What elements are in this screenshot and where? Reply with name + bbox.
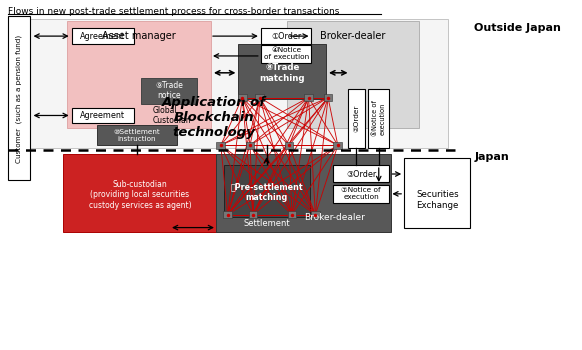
FancyBboxPatch shape xyxy=(368,89,389,148)
Bar xyxy=(223,211,232,218)
Text: ⑩Settlement
instruction: ⑩Settlement instruction xyxy=(113,129,160,142)
Bar xyxy=(217,142,225,149)
Text: Application of
Blockchain
technology: Application of Blockchain technology xyxy=(162,96,266,139)
Text: ⑨Trade
notice: ⑨Trade notice xyxy=(155,81,183,100)
FancyBboxPatch shape xyxy=(333,185,389,203)
Text: ⓐPre-settlement
matching: ⓐPre-settlement matching xyxy=(230,182,303,202)
FancyBboxPatch shape xyxy=(19,19,448,148)
Text: Flows in new post-trade settlement process for cross-border transactions: Flows in new post-trade settlement proce… xyxy=(8,7,339,16)
Bar xyxy=(246,142,254,149)
FancyBboxPatch shape xyxy=(239,44,326,99)
FancyBboxPatch shape xyxy=(72,28,134,44)
Text: ②Order: ②Order xyxy=(353,105,359,132)
Text: Customer  (such as a pension fund): Customer (such as a pension fund) xyxy=(16,35,22,163)
FancyBboxPatch shape xyxy=(97,125,177,145)
Text: ⑦Notice of
execution: ⑦Notice of execution xyxy=(342,187,381,200)
Text: Sub-custodian
(providing local securities
custody services as agent): Sub-custodian (providing local securitie… xyxy=(88,180,191,210)
Bar xyxy=(255,94,264,101)
Bar xyxy=(304,94,313,101)
Text: ⑤Notice of
execution: ⑤Notice of execution xyxy=(372,100,385,136)
Text: ④Notice
of execution: ④Notice of execution xyxy=(264,48,308,61)
Text: ⑧Trade
matching: ⑧Trade matching xyxy=(260,63,305,83)
Text: Outside Japan: Outside Japan xyxy=(474,23,561,33)
FancyBboxPatch shape xyxy=(216,154,392,232)
FancyBboxPatch shape xyxy=(67,21,211,128)
FancyBboxPatch shape xyxy=(404,158,470,228)
FancyBboxPatch shape xyxy=(141,78,197,104)
Text: Agreement: Agreement xyxy=(80,32,125,41)
Bar xyxy=(249,211,257,218)
FancyBboxPatch shape xyxy=(347,89,365,148)
FancyBboxPatch shape xyxy=(72,107,134,124)
Text: ①Order: ①Order xyxy=(271,32,301,41)
FancyBboxPatch shape xyxy=(261,28,311,44)
FancyBboxPatch shape xyxy=(261,45,311,63)
Bar xyxy=(238,94,247,101)
Text: Asset manager: Asset manager xyxy=(102,31,176,41)
FancyBboxPatch shape xyxy=(223,165,310,217)
Text: Broker-dealer: Broker-dealer xyxy=(304,213,365,222)
FancyBboxPatch shape xyxy=(287,21,418,128)
FancyBboxPatch shape xyxy=(333,165,389,182)
Text: Settlement: Settlement xyxy=(243,219,290,228)
Text: Securities
Exchange: Securities Exchange xyxy=(416,190,459,210)
Text: Japan: Japan xyxy=(474,152,509,162)
Bar xyxy=(311,211,320,218)
Bar xyxy=(324,94,332,101)
Text: Agreement: Agreement xyxy=(80,111,125,120)
Bar xyxy=(333,142,342,149)
FancyBboxPatch shape xyxy=(8,16,30,180)
Text: ③Order: ③Order xyxy=(346,169,377,178)
Bar xyxy=(285,142,293,149)
Text: Broker-dealer: Broker-dealer xyxy=(320,31,385,41)
FancyBboxPatch shape xyxy=(63,154,217,232)
Text: Global
Custodian: Global Custodian xyxy=(152,106,191,125)
Bar xyxy=(288,211,296,218)
